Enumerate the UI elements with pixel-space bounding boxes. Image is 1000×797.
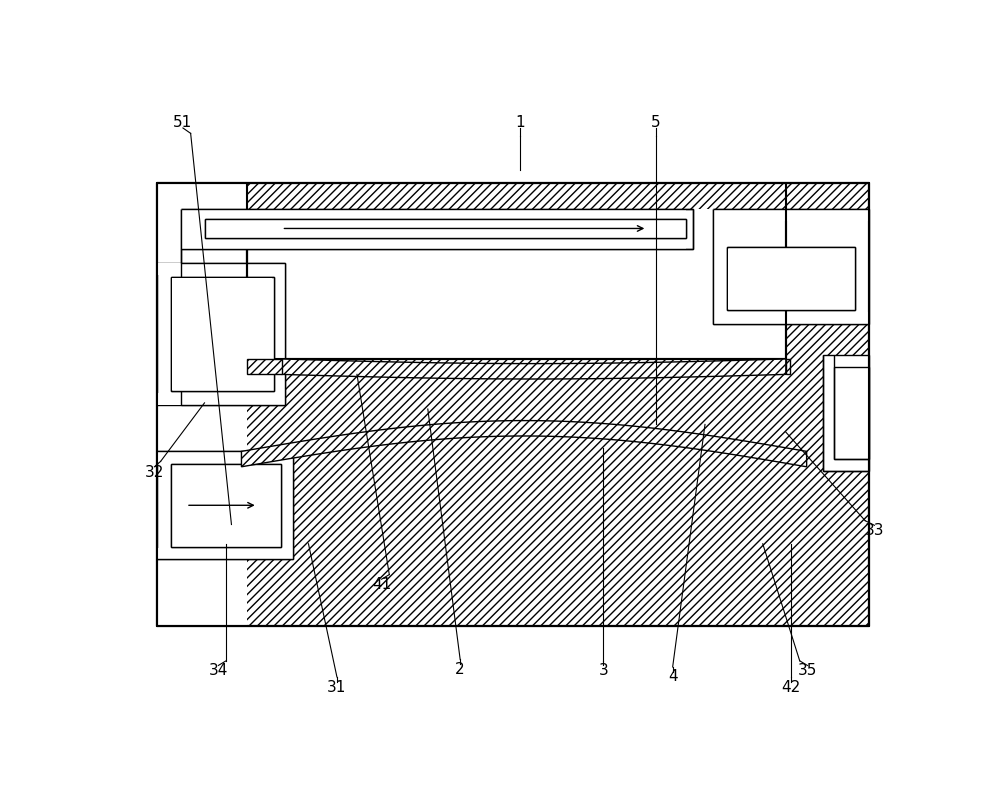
Bar (157, 183, 869, 626)
Bar (181, 209, 686, 220)
Bar (713, 209, 725, 324)
Bar (157, 548, 293, 559)
Text: 5: 5 (651, 115, 661, 130)
Bar (273, 263, 285, 405)
Bar (157, 183, 247, 626)
Text: 2: 2 (455, 662, 465, 677)
Text: 4: 4 (668, 669, 677, 685)
Bar (157, 263, 285, 275)
Bar (172, 278, 272, 390)
Text: 41: 41 (372, 577, 391, 592)
Bar (157, 183, 181, 626)
Bar (713, 209, 869, 221)
Bar (823, 355, 869, 471)
Text: 1: 1 (515, 115, 525, 130)
Text: 31: 31 (327, 681, 347, 695)
Bar (181, 238, 686, 249)
Text: 34: 34 (209, 663, 228, 678)
Text: 33: 33 (865, 523, 884, 538)
Bar (157, 393, 285, 405)
Bar (181, 209, 205, 249)
Bar (171, 464, 281, 547)
Polygon shape (241, 421, 807, 467)
Bar (181, 209, 693, 249)
Bar (171, 277, 274, 391)
Bar (727, 247, 855, 311)
Text: 42: 42 (782, 681, 801, 695)
Polygon shape (786, 359, 790, 375)
Bar (282, 451, 293, 559)
Bar (834, 367, 869, 459)
Bar (157, 451, 293, 559)
Bar (205, 219, 686, 238)
Text: 32: 32 (145, 465, 164, 480)
Text: 51: 51 (173, 115, 193, 130)
Text: 3: 3 (598, 663, 608, 678)
Bar (247, 209, 786, 359)
Polygon shape (247, 359, 282, 375)
Bar (713, 209, 869, 324)
Bar (713, 312, 869, 324)
Bar (157, 451, 293, 462)
Bar (157, 263, 285, 405)
Polygon shape (282, 359, 786, 379)
Bar (728, 249, 854, 309)
Text: 35: 35 (798, 663, 817, 678)
